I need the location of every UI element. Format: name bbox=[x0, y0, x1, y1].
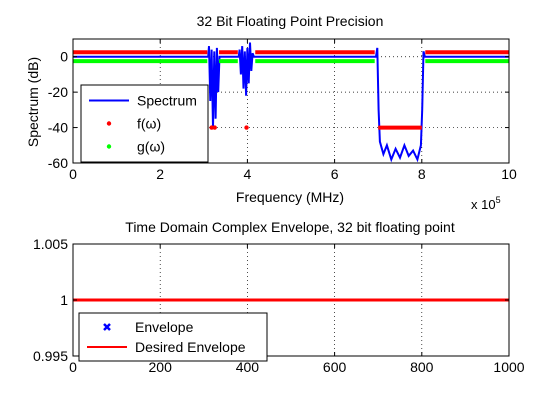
x-tick-label: 8 bbox=[418, 166, 426, 182]
envelope-chart-frame bbox=[72, 243, 510, 357]
x-tick-label: 400 bbox=[236, 359, 260, 375]
x-tick-label: 1000 bbox=[493, 359, 524, 375]
series-spectrum-line bbox=[73, 42, 509, 163]
y-tick-label: -20 bbox=[48, 84, 68, 100]
y-tick-label: 1.005 bbox=[33, 236, 68, 252]
envelope-chart: Time Domain Complex Envelope, 32 bit flo… bbox=[33, 219, 525, 375]
y-tick-label: -60 bbox=[48, 155, 68, 171]
y-tick-label: 0.995 bbox=[33, 348, 68, 364]
y-tick-label: -40 bbox=[48, 120, 68, 136]
x-tick-label: 0 bbox=[69, 359, 77, 375]
legend-entry-label: g(ω) bbox=[137, 139, 165, 155]
x-tick-label: 0 bbox=[69, 166, 77, 182]
x-tick-label: 600 bbox=[323, 359, 347, 375]
x-tick-label: 6 bbox=[331, 166, 339, 182]
spectrum-chart: 32 Bit Floating Point Precision Spectrum… bbox=[25, 13, 517, 212]
legend-box bbox=[80, 84, 209, 163]
legend-swatch-marker bbox=[106, 144, 112, 149]
envelope-chart-legend: Envelope Desired Envelope bbox=[78, 312, 268, 362]
spectrum-chart-y-axis-label: Spectrum (dB) bbox=[25, 57, 41, 147]
legend-entry-label: f(ω) bbox=[137, 116, 161, 132]
spectrum-chart-x-exponent-base: x 10 bbox=[471, 197, 496, 212]
spectrum-chart-plot-area bbox=[73, 42, 509, 163]
spectrum-chart-x-exponent: x 105 bbox=[471, 195, 501, 212]
series-f-point bbox=[244, 125, 249, 130]
spectrum-chart-x-exponent-power: 5 bbox=[496, 195, 501, 205]
spectrum-chart-frame bbox=[72, 38, 510, 164]
y-tick-label: 0 bbox=[60, 49, 68, 65]
legend-entry-label: Desired Envelope bbox=[135, 339, 246, 355]
x-tick-label: 10 bbox=[501, 166, 517, 182]
y-tick-label: 1 bbox=[60, 292, 68, 308]
spectrum-chart-legend: Spectrum f(ω) g(ω) bbox=[80, 84, 209, 163]
x-tick-label: 800 bbox=[410, 359, 434, 375]
legend-swatch-marker bbox=[106, 121, 112, 126]
x-tick-label: 2 bbox=[156, 166, 164, 182]
envelope-chart-ticks: 0 200 400 600 800 1000 0.995 1 1.005 bbox=[33, 236, 525, 375]
x-tick-label: 4 bbox=[244, 166, 252, 182]
x-tick-label: 200 bbox=[149, 359, 173, 375]
spectrum-chart-x-axis-label: Frequency (MHz) bbox=[236, 189, 344, 205]
envelope-chart-title: Time Domain Complex Envelope, 32 bit flo… bbox=[125, 219, 455, 235]
legend-entry-label: Spectrum bbox=[137, 93, 197, 109]
spectrum-chart-title: 32 Bit Floating Point Precision bbox=[197, 13, 384, 29]
spectrum-chart-ticks: 0 2 4 6 8 10 -60 -40 -20 0 bbox=[48, 39, 517, 182]
series-f-point bbox=[212, 125, 217, 130]
legend-swatch-marker bbox=[103, 323, 111, 331]
legend-box bbox=[78, 312, 268, 362]
series-f-point bbox=[209, 125, 214, 130]
legend-entry-label: Envelope bbox=[135, 319, 194, 335]
